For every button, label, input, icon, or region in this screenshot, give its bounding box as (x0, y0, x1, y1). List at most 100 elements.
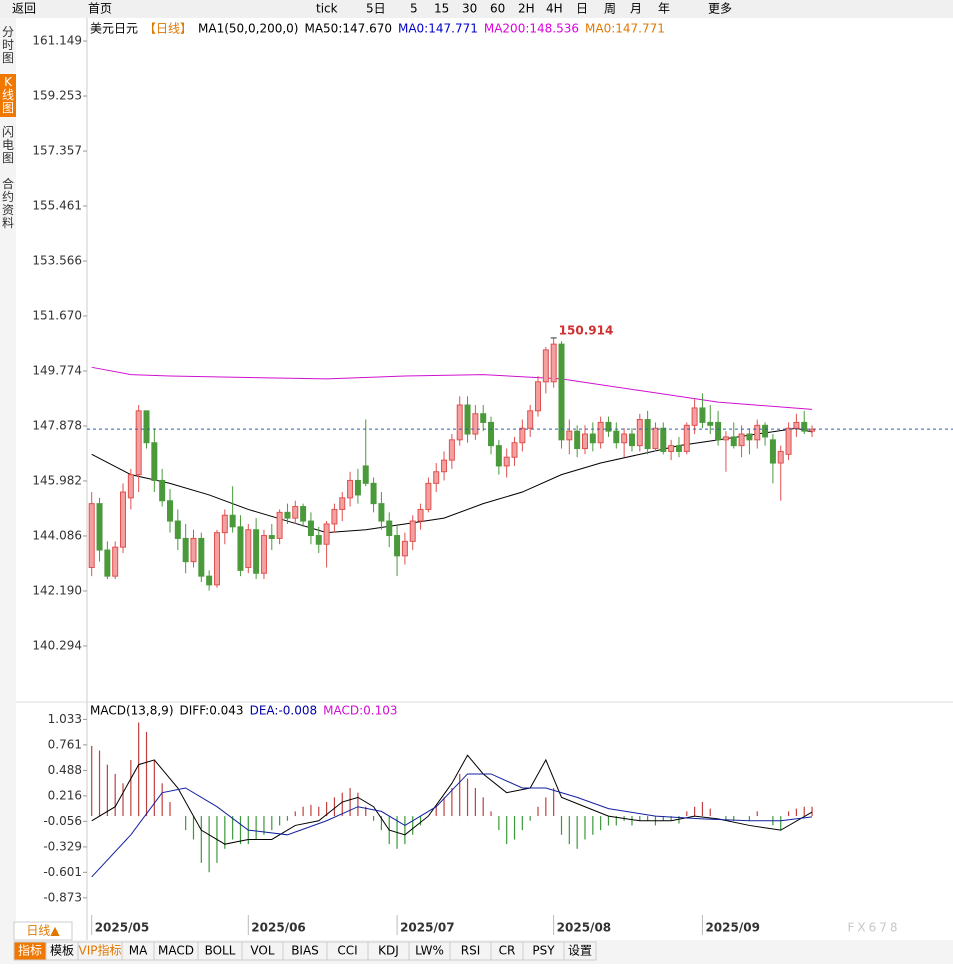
candle-body (166, 500, 173, 522)
side-tab[interactable]: K 线图 (2, 75, 14, 115)
candle-body (558, 343, 565, 441)
y-tick-label: 161.149 (32, 34, 82, 48)
y-tick-label: 142.190 (32, 583, 82, 597)
x-tick-label: 2025/05 (95, 921, 149, 935)
side-tab-bg (0, 24, 16, 67)
candle-body (699, 407, 706, 423)
tab[interactable]: RSI (461, 944, 481, 958)
indicator-line (91, 754, 813, 845)
tab[interactable]: VOL (250, 944, 274, 958)
toolbar-button[interactable]: 首页 (88, 2, 112, 16)
candle-body (213, 532, 220, 586)
y-tick-label: 149.774 (32, 363, 82, 377)
tab[interactable]: 日线▲ (26, 924, 60, 938)
candle-body (88, 503, 95, 568)
candle-body (151, 442, 158, 481)
tab[interactable]: PSY (532, 944, 555, 958)
legend-item: MA50:147.670 (304, 22, 392, 36)
candle-body (472, 413, 479, 435)
tab[interactable]: 模板 (50, 944, 74, 958)
side-tab[interactable]: 分时图 (2, 25, 14, 65)
toolbar-button[interactable]: 4H (546, 2, 563, 16)
candle-body (793, 421, 800, 429)
toolbar-button[interactable]: 2H (518, 2, 535, 16)
y-tick-label: 155.461 (32, 199, 82, 213)
toolbar-button[interactable]: 日 (576, 2, 588, 16)
tab[interactable]: LW% (415, 944, 444, 958)
candle-body (237, 526, 244, 571)
legend-item: MA0:147.771 (398, 22, 478, 36)
candle-body (433, 471, 440, 484)
toolbar-button[interactable]: 5 (410, 2, 418, 16)
candle-body (448, 439, 455, 461)
candle-body (503, 456, 510, 467)
side-bg (0, 18, 16, 940)
tab[interactable]: BIAS (291, 944, 319, 958)
y-tick-label: 159.253 (32, 89, 82, 103)
y-tick-label: 147.878 (32, 418, 82, 432)
candle-body (409, 520, 416, 542)
y-tick-label: 153.566 (32, 253, 82, 267)
candle-body (268, 535, 275, 539)
candle-body (785, 427, 792, 455)
candle-body (300, 506, 307, 522)
toolbar-button[interactable]: 更多 (708, 2, 732, 16)
y-tick-label: -0.329 (43, 839, 82, 853)
tab[interactable]: MA (129, 944, 148, 958)
high-label: 150.914 (559, 323, 614, 337)
toolbar-button[interactable]: 返回 (12, 2, 36, 16)
candle-body (675, 445, 682, 452)
tab[interactable]: VIP指标 (79, 943, 122, 958)
tab[interactable]: MACD (158, 944, 194, 958)
toolbar-button[interactable]: 周 (604, 2, 616, 16)
y-tick-label: 157.357 (32, 144, 82, 158)
candle-body (315, 535, 322, 545)
toolbar-button[interactable]: 年 (658, 2, 670, 16)
tab-bg (563, 941, 597, 961)
candle-body (441, 459, 448, 473)
tab[interactable]: CR (499, 944, 516, 958)
candle-body (221, 514, 228, 534)
candle-body (260, 535, 267, 574)
candle-body (566, 430, 573, 441)
candle-body (589, 433, 596, 444)
tab-bg (13, 921, 73, 941)
candle-body (801, 421, 808, 432)
tab[interactable]: CCI (337, 944, 357, 958)
candle-body (417, 508, 424, 522)
candle-body (707, 421, 714, 426)
candle-body (777, 450, 784, 464)
x-tick-label: 2025/08 (557, 921, 611, 935)
toolbar-button[interactable]: 月 (630, 2, 642, 16)
candle-body (519, 427, 526, 444)
toolbar-button[interactable]: 60 (490, 2, 505, 16)
candle-body (401, 540, 408, 557)
candle-body (135, 410, 142, 476)
toolbar-button[interactable]: 15 (434, 2, 449, 16)
tab[interactable]: KDJ (378, 944, 399, 958)
candle-body (542, 349, 549, 383)
y-tick-label: 0.216 (48, 788, 82, 802)
candle-body (386, 520, 393, 537)
candle-body (362, 465, 369, 484)
legend-item: MA1(50,0,200,0) (198, 22, 298, 36)
candle-body (668, 445, 675, 452)
candle-body (174, 520, 181, 539)
tab[interactable]: BOLL (205, 944, 236, 958)
toolbar-button[interactable]: tick (316, 2, 338, 16)
side-tab[interactable]: 合约资料 (2, 176, 14, 230)
side-tab-bg (0, 176, 16, 232)
side-tab[interactable]: 闪电图 (2, 125, 14, 165)
candle-body (574, 430, 581, 450)
toolbar-button[interactable]: 5日 (366, 2, 386, 16)
candle-body (495, 445, 502, 467)
tab[interactable]: 设置 (568, 944, 592, 958)
candle-body (206, 575, 213, 586)
candle-body (339, 497, 346, 510)
x-tick-label: 2025/06 (251, 921, 305, 935)
y-tick-label: 144.086 (32, 528, 82, 542)
candle-body (182, 537, 189, 563)
tab[interactable]: 指标 (18, 943, 42, 958)
toolbar-button[interactable]: 30 (462, 2, 477, 16)
candle-body (613, 430, 620, 444)
